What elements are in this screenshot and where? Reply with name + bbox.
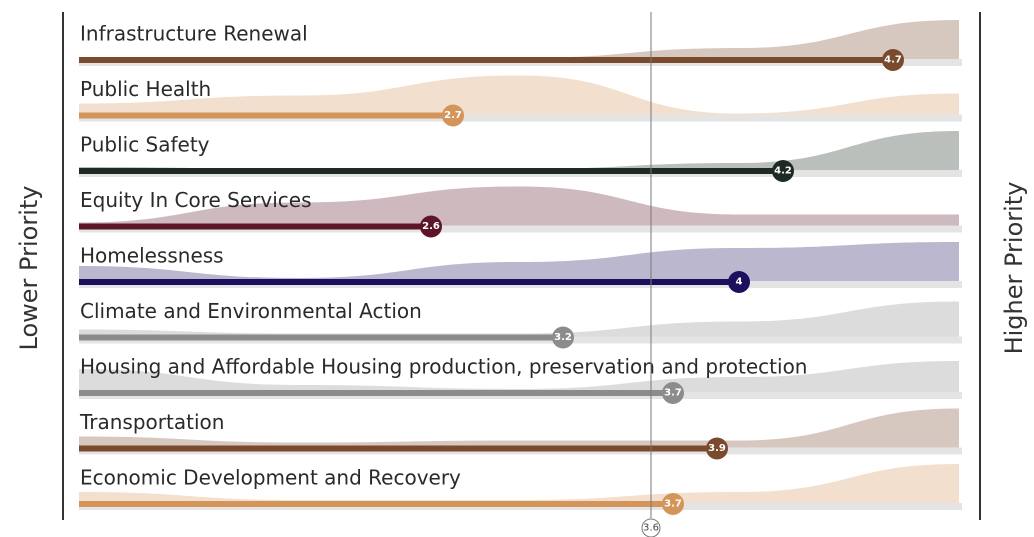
value-label: 3.7 — [664, 499, 682, 510]
bar-track — [79, 225, 962, 233]
bar — [79, 223, 431, 230]
distribution-area — [79, 408, 959, 449]
distribution-area — [79, 464, 959, 504]
value-dot — [442, 104, 464, 127]
bar — [79, 112, 453, 119]
distribution-area — [79, 20, 959, 60]
value-dot — [420, 215, 442, 238]
left-label: Lower Priority — [15, 186, 43, 351]
bar — [79, 168, 783, 174]
bar — [79, 501, 673, 507]
bar — [79, 334, 563, 341]
category-label: Public Safety — [80, 133, 210, 157]
category-label: Climate and Environmental Action — [80, 299, 422, 323]
value-dot — [552, 326, 574, 349]
value-label: 4.2 — [774, 166, 792, 177]
reference-dot — [641, 518, 661, 537]
bar — [79, 279, 739, 285]
value-label: 3.7 — [664, 388, 682, 399]
bar — [79, 445, 717, 452]
value-dot — [662, 493, 684, 515]
value-dot — [662, 382, 684, 404]
value-dot — [882, 49, 904, 71]
distribution-area — [79, 131, 959, 171]
distribution-area — [79, 186, 959, 227]
value-label: 3.2 — [554, 332, 572, 343]
distribution-area — [79, 361, 959, 393]
value-label: 4 — [736, 277, 743, 288]
bar — [79, 390, 673, 396]
value-dot — [772, 160, 794, 182]
value-label: 4.7 — [884, 55, 902, 66]
bar — [79, 57, 893, 63]
value-label: 2.6 — [422, 221, 440, 232]
category-label: Infrastructure Renewal — [80, 22, 308, 46]
value-dot — [728, 271, 750, 293]
reference-label: 3.6 — [643, 523, 659, 534]
value-dot — [706, 437, 728, 460]
category-label: Homelessness — [80, 244, 224, 268]
category-label: Economic Development and Recovery — [80, 466, 461, 490]
category-label: Public Health — [80, 77, 211, 101]
right-label: Higher Priority — [1000, 182, 1028, 355]
value-label: 3.9 — [708, 443, 726, 454]
distribution-area — [79, 75, 959, 116]
category-label: Equity In Core Services — [80, 188, 312, 212]
category-label: Housing and Affordable Housing productio… — [80, 355, 807, 379]
category-label: Transportation — [79, 410, 224, 434]
bar-track — [79, 114, 962, 122]
distribution-area — [79, 301, 959, 338]
value-label: 2.7 — [444, 110, 462, 121]
